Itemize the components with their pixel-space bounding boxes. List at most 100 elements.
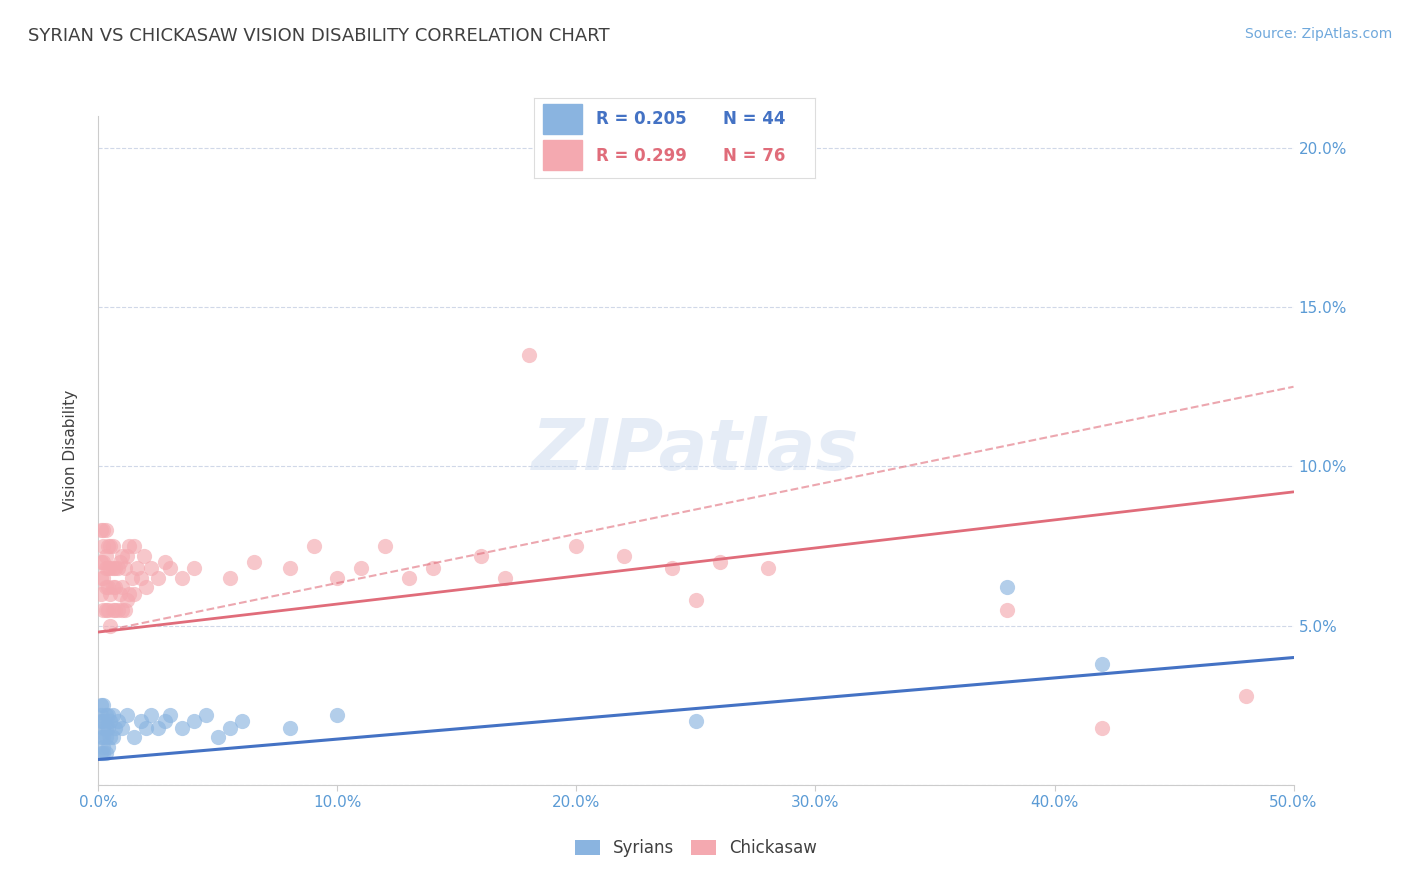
Point: [108, 587, 131, 601]
Point: [1091, 721, 1114, 735]
Text: N = 44: N = 44: [723, 110, 785, 128]
Point: [108, 555, 131, 569]
Point: [114, 561, 136, 575]
Point: [107, 603, 129, 617]
Point: [101, 539, 124, 553]
Point: [278, 561, 301, 575]
Point: [90, 571, 112, 585]
Point: [155, 714, 177, 729]
Point: [194, 707, 218, 722]
Point: [278, 721, 301, 735]
Point: [91, 555, 114, 569]
Point: [1234, 689, 1257, 703]
Point: [132, 549, 155, 563]
Point: [159, 707, 181, 722]
Point: [91, 721, 114, 735]
Y-axis label: Vision Disability: Vision Disability: [63, 390, 77, 511]
Point: [326, 571, 349, 585]
Point: [98, 539, 122, 553]
Point: [98, 587, 122, 601]
Point: [98, 618, 122, 632]
Point: [104, 561, 127, 575]
Point: [91, 714, 114, 729]
Text: R = 0.205: R = 0.205: [596, 110, 686, 128]
Point: [90, 707, 112, 722]
Text: Source: ZipAtlas.com: Source: ZipAtlas.com: [1244, 27, 1392, 41]
Point: [90, 714, 112, 729]
Point: [94, 549, 117, 563]
Point: [91, 730, 114, 744]
Point: [98, 561, 122, 575]
Point: [104, 603, 127, 617]
Point: [231, 714, 253, 729]
Point: [517, 348, 540, 362]
Point: [90, 587, 112, 601]
Point: [97, 603, 120, 617]
Point: [131, 714, 153, 729]
Point: [685, 593, 707, 607]
Point: [101, 561, 124, 575]
Point: [111, 549, 134, 563]
Point: [183, 714, 205, 729]
Point: [155, 555, 177, 569]
Point: [107, 561, 129, 575]
Point: [91, 523, 114, 537]
Point: [124, 539, 146, 553]
Point: [565, 539, 588, 553]
Point: [90, 746, 112, 760]
Point: [709, 555, 731, 569]
Point: [613, 549, 636, 563]
Point: [101, 707, 124, 722]
Point: [326, 707, 349, 722]
Point: [107, 714, 129, 729]
Point: [115, 707, 138, 722]
Point: [135, 721, 157, 735]
Point: [494, 571, 516, 585]
Point: [995, 581, 1018, 595]
Text: N = 76: N = 76: [723, 147, 785, 165]
Point: [172, 721, 194, 735]
Bar: [543, 140, 582, 170]
Point: [94, 523, 117, 537]
Point: [183, 561, 205, 575]
Point: [104, 581, 127, 595]
Point: [101, 603, 124, 617]
Point: [118, 539, 141, 553]
Point: [91, 571, 114, 585]
Point: [94, 581, 117, 595]
Point: [97, 721, 120, 735]
Point: [91, 746, 114, 760]
Point: [104, 721, 127, 735]
Point: [350, 561, 373, 575]
Legend: Syrians, Chickasaw: Syrians, Chickasaw: [568, 832, 824, 863]
Point: [90, 730, 112, 744]
Point: [97, 561, 120, 575]
Point: [91, 603, 114, 617]
Point: [97, 739, 120, 754]
Point: [756, 561, 779, 575]
Point: [125, 561, 148, 575]
Point: [91, 539, 114, 553]
Point: [135, 581, 157, 595]
Point: [243, 555, 266, 569]
Point: [139, 707, 162, 722]
Point: [661, 561, 683, 575]
Point: [470, 549, 492, 563]
Point: [101, 730, 124, 744]
Point: [90, 555, 112, 569]
Point: [139, 561, 162, 575]
Point: [374, 539, 396, 553]
Point: [422, 561, 444, 575]
Point: [1091, 657, 1114, 671]
Point: [94, 603, 117, 617]
Point: [91, 739, 114, 754]
Point: [111, 721, 134, 735]
Point: [111, 581, 134, 595]
Point: [995, 603, 1018, 617]
Point: [115, 549, 138, 563]
Point: [159, 561, 181, 575]
Point: [94, 561, 117, 575]
Point: [111, 603, 134, 617]
Point: [94, 721, 117, 735]
Point: [118, 587, 141, 601]
